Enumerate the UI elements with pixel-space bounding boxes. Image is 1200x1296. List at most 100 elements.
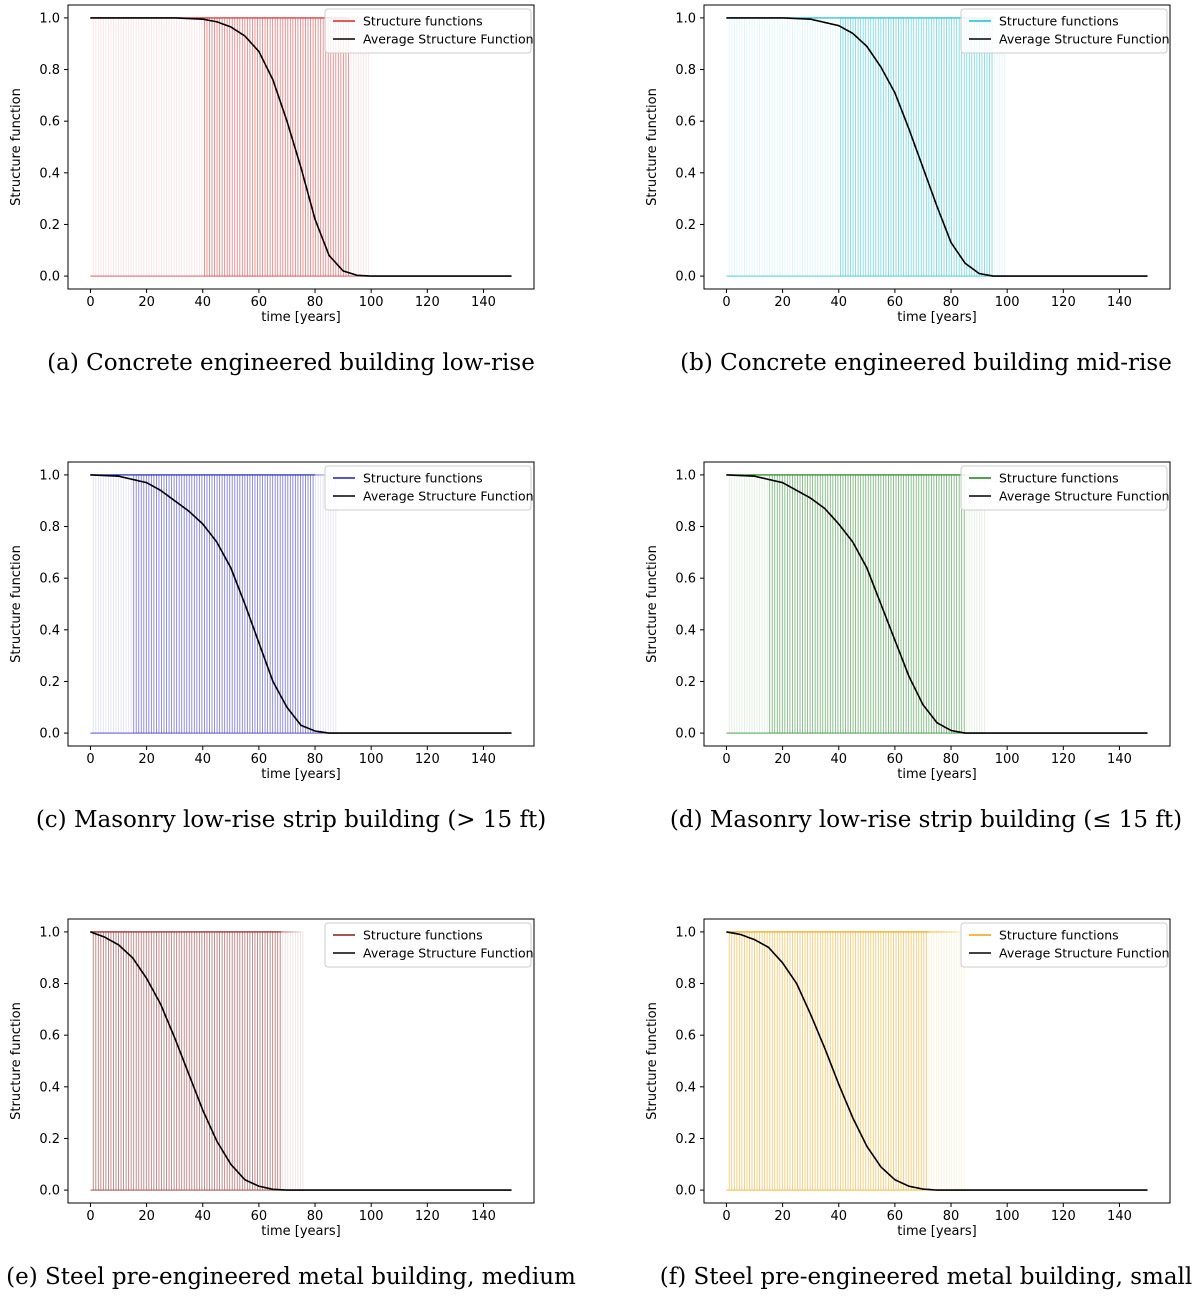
x-tick-label: 40 [194, 752, 211, 767]
structure-function-line [726, 17, 791, 277]
x-tick-label: 120 [415, 752, 440, 767]
y-tick-label: 0.8 [39, 63, 60, 78]
legend-label-structure-functions: Structure functions [363, 14, 483, 29]
x-tick-label: 40 [830, 752, 847, 767]
structure-function-line [726, 931, 750, 1191]
structure-function-line [90, 474, 236, 734]
y-tick-label: 0.6 [675, 115, 696, 130]
y-tick-label: 0.8 [675, 977, 696, 992]
structure-function-line [90, 931, 251, 1191]
structure-function-line [90, 17, 155, 277]
x-axis-label: time [years] [897, 1224, 976, 1239]
structure-function-line [90, 474, 165, 734]
average-structure-function-line [90, 17, 512, 277]
structure-function-line [90, 474, 200, 734]
structure-function-line [726, 931, 872, 1191]
x-tick-label: 60 [251, 752, 268, 767]
x-tick-label: 60 [251, 1209, 268, 1224]
structure-function-line [90, 474, 150, 734]
structure-function-line [726, 931, 937, 1191]
legend-label-average: Average Structure Function [999, 32, 1170, 47]
x-tick-label: 80 [943, 1209, 960, 1224]
structure-function-line [726, 931, 892, 1191]
structure-function-line [726, 474, 740, 734]
x-tick-label: 20 [774, 1209, 791, 1224]
y-axis-label: Structure function [9, 545, 24, 663]
x-tick-label: 100 [995, 295, 1020, 310]
structure-function-line [90, 931, 114, 1191]
structure-function-line [726, 474, 872, 734]
structure-function-line [90, 931, 271, 1191]
structure-function-line [726, 931, 902, 1191]
structure-function-line [90, 931, 205, 1191]
structure-function-line [726, 17, 806, 277]
chart-panel-e: 0 20 40 60 80 100 120 140 0.0 0.2 0.4 0.6 0.8 1.0 time… [9, 918, 535, 1239]
legend-label-average: Average Structure Function [363, 32, 534, 47]
x-tick-label: 80 [943, 752, 960, 767]
x-tick-label: 120 [1051, 295, 1076, 310]
structure-function-line [90, 17, 266, 277]
x-tick-label: 140 [1107, 752, 1132, 767]
structure-function-line [90, 17, 99, 277]
y-tick-label: 0.8 [39, 977, 60, 992]
structure-functions-series [726, 931, 966, 1191]
plot-area [90, 17, 512, 277]
x-tick-label: 80 [307, 752, 324, 767]
structure-function-line [726, 474, 791, 734]
structure-function-line [726, 17, 872, 277]
y-axis-label: Structure function [645, 1002, 660, 1120]
chart-panel-b: 0 20 40 60 80 100 120 140 0.0 0.2 0.4 0.6 0.8 1.0 time… [645, 4, 1171, 325]
structure-function-line [90, 17, 205, 277]
average-structure-function-line [90, 931, 512, 1191]
y-tick-label: 0.0 [39, 1184, 60, 1199]
y-tick-label: 0.6 [675, 572, 696, 587]
structure-function-line [90, 17, 236, 277]
x-axis-label: time [years] [897, 310, 976, 325]
legend-box [324, 922, 532, 968]
structure-function-line [90, 17, 135, 277]
x-tick-label: 20 [138, 1209, 155, 1224]
x-tick-label: 60 [887, 752, 904, 767]
structure-function-line [726, 17, 953, 277]
structure-function-line [90, 931, 150, 1191]
structure-function-line [90, 931, 104, 1191]
structure-function-line [726, 474, 836, 734]
chart-panel-f: 0 20 40 60 80 100 120 140 0.0 0.2 0.4 0.6 0.8 1.0 time… [645, 918, 1171, 1239]
y-tick-label: 0.4 [39, 623, 60, 638]
structure-function-line [90, 931, 301, 1191]
structure-function-line [726, 17, 730, 277]
y-tick-label: 0.2 [39, 218, 60, 233]
structure-function-line [726, 474, 821, 734]
structure-function-line [726, 17, 993, 277]
y-tick-label: 1.0 [675, 925, 696, 940]
axes-frame [67, 461, 535, 747]
structure-function-line [726, 17, 786, 277]
structure-function-line [726, 931, 806, 1191]
structure-function-line [726, 17, 892, 277]
legend-label-average: Average Structure Function [999, 489, 1170, 504]
structure-function-line [726, 17, 755, 277]
plot-area [90, 931, 512, 1191]
structure-function-line [726, 474, 841, 734]
structure-function-line [90, 474, 205, 734]
y-tick-label: 0.2 [675, 675, 696, 690]
x-tick-label: 80 [307, 1209, 324, 1224]
y-tick-label: 0.8 [39, 520, 60, 535]
panel-caption: (f) Steel pre-engineered metal building,… [660, 1264, 1193, 1290]
y-tick-label: 0.0 [39, 270, 60, 285]
structure-function-line [90, 931, 286, 1191]
legend-label-average: Average Structure Function [363, 946, 534, 961]
axes-frame [67, 4, 535, 290]
y-tick-label: 1.0 [39, 925, 60, 940]
x-tick-label: 140 [471, 295, 496, 310]
legend-box [960, 922, 1168, 968]
panel-caption: (d) Masonry low-rise strip building (≤ 1… [670, 807, 1182, 833]
structure-function-line [726, 17, 942, 277]
x-tick-label: 120 [415, 295, 440, 310]
legend-label-structure-functions: Structure functions [999, 14, 1119, 29]
structure-function-line [726, 474, 786, 734]
structure-function-line [90, 931, 236, 1191]
structure-function-line [90, 931, 119, 1191]
structure-function-line [90, 17, 150, 277]
plot-area [726, 474, 1148, 734]
